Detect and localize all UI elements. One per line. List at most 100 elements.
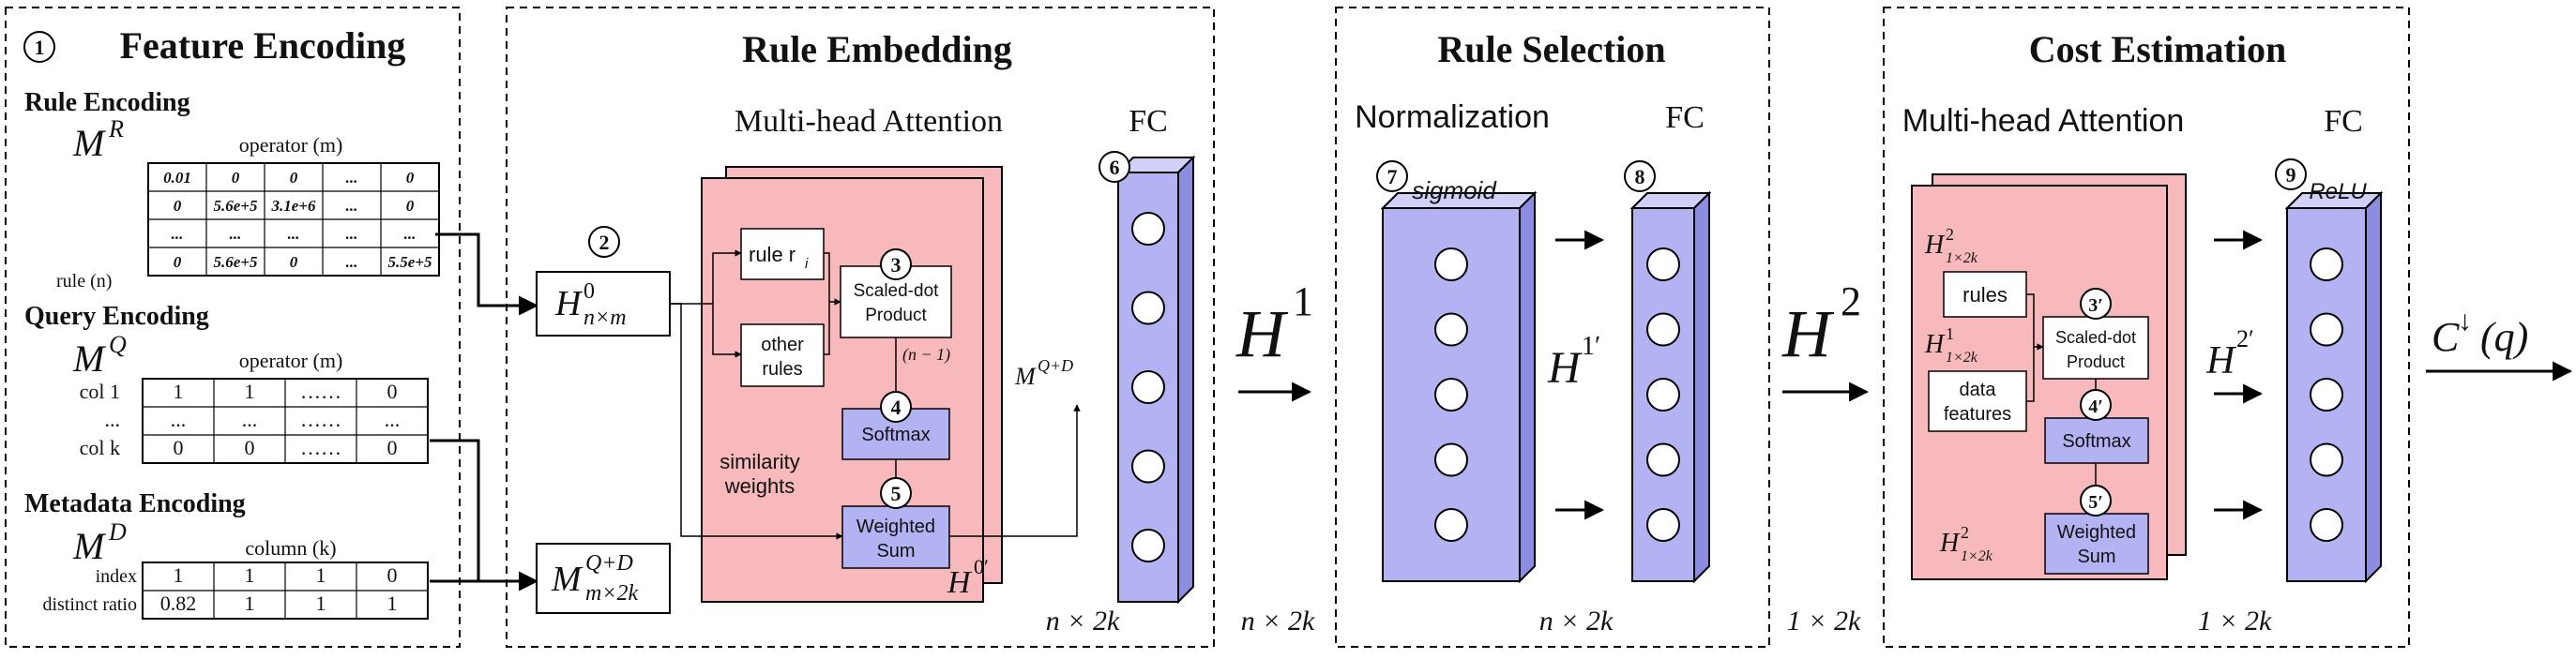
svg-text:(q): (q) <box>2480 314 2528 360</box>
meta-table-cell: 1 <box>245 592 255 615</box>
rule-table-cell: ... <box>346 197 358 215</box>
svg-text:Softmax: Softmax <box>2062 431 2130 452</box>
sigmoid-label: sigmoid <box>1412 176 1497 204</box>
svg-text:1×2k: 1×2k <box>1946 250 1978 266</box>
fc6-neuron <box>1131 529 1165 562</box>
rule-selection-arrows <box>1555 230 1605 520</box>
query-table-row-label: col k <box>80 436 120 459</box>
rule-table-cell: 0 <box>232 169 240 187</box>
rule-table-cell: ... <box>346 253 358 271</box>
fc6-neuron <box>1131 449 1165 484</box>
svg-text:n×m: n×m <box>583 306 627 330</box>
meta-table-cell: 1 <box>316 563 326 587</box>
fc8-neuron <box>1646 247 1680 281</box>
meta-table-cell: 1 <box>245 563 255 587</box>
query-matrix-col-label: operator (m) <box>239 349 343 372</box>
meta-table-cell: 0 <box>387 563 398 587</box>
svg-text:i: i <box>805 256 809 272</box>
meta-table-row-label: index <box>96 566 137 587</box>
h0-input-box: H 0 n×m <box>536 271 671 337</box>
svg-text:Q+D: Q+D <box>1038 356 1073 375</box>
cost-estimation-title: Cost Estimation <box>2029 28 2286 70</box>
rule-table-cell: ... <box>288 225 300 243</box>
meta-table-cell: 1 <box>387 592 398 615</box>
rule-matrix-col-label: operator (m) <box>239 133 343 157</box>
normalization-label: Normalization <box>1355 99 1550 135</box>
fc8-neuron <box>1646 442 1680 477</box>
step-9-badge: 9 <box>2275 158 2307 190</box>
step-4-badge: 4 <box>880 391 912 423</box>
svg-text:rules: rules <box>1962 283 2008 307</box>
cost-fc-label: FC <box>2324 104 2363 139</box>
rule-table-cell: 5.6e+5 <box>214 253 258 271</box>
cost-output: C ↓ (q) <box>2426 306 2573 382</box>
rule-table-cell: ... <box>346 169 358 187</box>
step-8-badge: 8 <box>1624 160 1656 192</box>
similarity-weights-label: similarity <box>720 450 800 473</box>
svg-text:5: 5 <box>891 482 902 505</box>
meta-table-cell: 1 <box>316 592 326 615</box>
svg-text:2′: 2′ <box>2236 325 2254 352</box>
svg-text:2: 2 <box>1961 523 1969 542</box>
svg-text:1 × 2k: 1 × 2k <box>1787 606 1861 637</box>
svg-text:Sum: Sum <box>876 541 915 562</box>
fc6-neuron <box>1131 291 1165 325</box>
query-table-cell: 0 <box>245 436 255 459</box>
step-6-badge: 6 <box>1099 151 1130 183</box>
svg-text:2: 2 <box>1841 278 1861 324</box>
mqd-arrow-label: M <box>1014 363 1037 390</box>
svg-text:3′: 3′ <box>2088 295 2103 316</box>
feature-encoding-title: Feature Encoding <box>120 24 406 67</box>
svg-text:n × 2k: n × 2k <box>1241 606 1315 637</box>
fc7-neuron <box>1434 312 1468 347</box>
h2-bottom-label: H <box>1939 529 1961 558</box>
svg-text:H: H <box>1235 296 1289 371</box>
fc9-neuron <box>2310 378 2343 412</box>
h0-prime-label: H <box>947 565 973 600</box>
query-encoding-table: 1 1 …… 0...... …… ... 0 0 …… 0 col 1... col k <box>80 378 429 464</box>
svg-text:Weighted: Weighted <box>2057 522 2136 543</box>
rule-embedding-panel: Rule Embedding Multi-head Attention FC 2… <box>506 7 1215 648</box>
n-minus-1-label: (n − 1) <box>902 345 950 365</box>
fc9-neuron <box>2310 247 2343 281</box>
fc8-neuron <box>1646 508 1680 542</box>
svg-text:1: 1 <box>1293 278 1313 324</box>
data-features-box: data features <box>1928 370 2027 432</box>
rule-table-cell: ... <box>172 225 184 243</box>
weighted-sum-box: Weighted Sum <box>841 505 950 569</box>
step-3-prime-badge: 3′ <box>2080 288 2112 320</box>
svg-text:rule r: rule r <box>749 243 796 266</box>
cost-weighted-sum-box: Weighted Sum <box>2044 513 2149 575</box>
svg-text:C: C <box>2432 314 2460 360</box>
svg-text:features: features <box>1944 404 2011 425</box>
rule-embedding-dim: n × 2k <box>1046 606 1120 637</box>
svg-text:4′: 4′ <box>2088 397 2103 417</box>
step-2-badge: 2 <box>588 226 620 258</box>
rule-matrix-row-label: rule (n) <box>56 271 112 292</box>
query-table-cell: ... <box>171 408 187 431</box>
svg-text:Q: Q <box>109 331 127 358</box>
fc-layer-9 <box>2284 190 2384 584</box>
h1-prime-label: H <box>1547 343 1583 393</box>
svg-text:4: 4 <box>891 396 902 419</box>
fc7-neuron <box>1434 247 1468 281</box>
rule-table-cell: 0 <box>174 253 182 271</box>
rule-encoding-table: 0.01 0 0... 0 0 5.6e+5 3.1e+6... 0.............… <box>147 162 440 277</box>
rule-matrix-label: M <box>72 122 107 164</box>
rule-encoding-heading: Rule Encoding <box>24 88 190 117</box>
svg-text:1×2k: 1×2k <box>1961 548 1993 564</box>
rule-table-cell: 0 <box>290 253 298 271</box>
svg-text:weights: weights <box>724 474 796 498</box>
svg-text:5′: 5′ <box>2088 492 2103 513</box>
step-3-badge: 3 <box>880 248 912 280</box>
step-4-prime-badge: 4′ <box>2080 389 2112 421</box>
fc-layer-6 <box>1115 155 1196 605</box>
rule-table-cell: 0 <box>174 197 182 215</box>
metadata-matrix-label: M <box>72 525 107 567</box>
svg-text:H: H <box>554 284 583 323</box>
svg-text:Softmax: Softmax <box>861 425 930 445</box>
svg-text:H: H <box>1781 296 1835 371</box>
fc9-neuron <box>2310 442 2343 477</box>
svg-text:Product: Product <box>865 306 927 325</box>
rule-ri-box: rule r i <box>740 228 825 280</box>
